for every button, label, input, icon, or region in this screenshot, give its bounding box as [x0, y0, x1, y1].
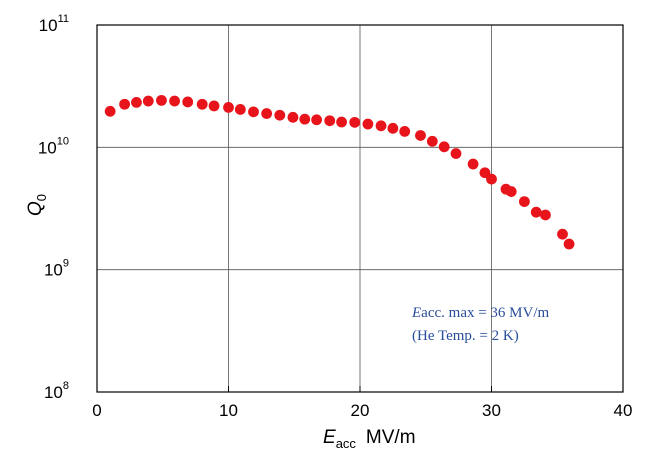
data-point	[169, 95, 180, 107]
data-point	[336, 116, 347, 128]
data-point	[299, 113, 311, 125]
data-point	[182, 96, 194, 108]
y-tick-label: 1011	[39, 13, 69, 35]
data-point	[324, 115, 336, 127]
data-point	[196, 98, 208, 110]
x-axis-ticks: 0 10 20 30 40	[92, 386, 632, 420]
y-tick-exponent: 9	[63, 258, 69, 270]
data-point	[505, 186, 517, 197]
y-axis-label-main: Q	[25, 201, 46, 216]
data-point	[540, 209, 551, 221]
annotation-line-2: (He Temp. = 2 K)	[412, 328, 519, 344]
data-point	[426, 135, 438, 147]
data-point	[518, 196, 530, 208]
data-point	[287, 111, 299, 123]
annotation: Eacc. max = 36 MV/m (He Temp. = 2 K)	[411, 305, 550, 344]
data-point	[208, 100, 220, 112]
x-axis-label-unit: MV/m	[366, 427, 416, 448]
data-point	[399, 125, 411, 137]
x-axis-label-sub: acc	[336, 436, 357, 451]
x-axis-label-main: E	[323, 427, 336, 448]
data-point	[557, 228, 568, 240]
y-axis-label: Q0	[25, 194, 49, 216]
x-tick-label: 40	[614, 401, 633, 420]
data-point	[438, 141, 450, 153]
data-point	[248, 106, 259, 118]
data-point	[349, 116, 361, 128]
y-tick-exponent: 10	[57, 135, 69, 147]
y-axis-label-sub: 0	[34, 194, 49, 201]
data-point	[362, 118, 374, 130]
data-point	[563, 238, 575, 250]
y-tick-label: 1010	[38, 135, 69, 157]
data-point	[234, 104, 246, 115]
data-point	[119, 98, 131, 110]
data-point	[415, 130, 426, 141]
x-tick-label: 10	[219, 401, 238, 420]
data-point	[156, 94, 167, 106]
annotation-italic: E	[411, 305, 421, 321]
data-series	[104, 94, 575, 250]
data-point	[311, 114, 323, 126]
y-tick-label: 108	[44, 380, 69, 402]
grid-lines	[97, 25, 623, 392]
y-tick-label: 109	[44, 258, 69, 280]
annotation-line-1: Eacc. max = 36 MV/m	[411, 305, 550, 321]
annotation-rest: acc. max = 36 MV/m	[421, 305, 549, 321]
x-tick-label: 0	[92, 401, 101, 420]
y-tick-exponent: 11	[58, 13, 69, 25]
x-tick-label: 20	[351, 401, 370, 420]
x-tick-label: 30	[482, 401, 501, 420]
data-point	[375, 120, 387, 132]
data-point	[387, 122, 399, 134]
data-point	[486, 173, 497, 185]
data-point	[530, 206, 542, 218]
data-point	[261, 108, 273, 119]
data-point	[104, 105, 116, 117]
y-tick-exponent: 8	[63, 380, 69, 392]
x-axis-label: Eacc MV/m	[323, 427, 416, 451]
data-point	[131, 96, 142, 108]
data-point	[274, 109, 286, 121]
data-point	[142, 95, 154, 107]
data-point	[223, 102, 234, 113]
data-point	[450, 148, 462, 159]
data-point	[467, 158, 479, 170]
